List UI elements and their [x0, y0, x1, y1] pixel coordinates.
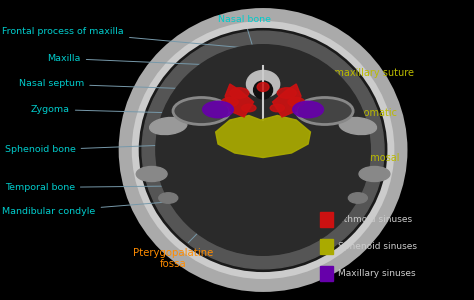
Ellipse shape [348, 193, 367, 203]
Ellipse shape [142, 31, 384, 269]
Ellipse shape [277, 88, 296, 98]
Ellipse shape [254, 81, 273, 99]
Ellipse shape [296, 98, 353, 124]
Ellipse shape [257, 82, 269, 91]
Text: Frontal process of maxilla: Frontal process of maxilla [2, 27, 244, 48]
Ellipse shape [242, 104, 256, 112]
Ellipse shape [270, 104, 284, 112]
Ellipse shape [339, 117, 376, 135]
Text: Nasal septum: Nasal septum [19, 80, 222, 90]
Ellipse shape [173, 98, 230, 124]
Text: Nasomaxillary suture: Nasomaxillary suture [275, 68, 414, 91]
Text: Mandibular condyle: Mandibular condyle [2, 201, 177, 216]
Bar [320, 239, 333, 254]
Ellipse shape [359, 167, 390, 182]
Text: Pterygopalatine
fossa: Pterygopalatine fossa [133, 193, 237, 269]
Ellipse shape [137, 167, 167, 182]
Text: Sphenosquamosal
suture: Sphenosquamosal suture [287, 153, 400, 174]
Ellipse shape [159, 193, 178, 203]
Ellipse shape [156, 45, 370, 255]
Bar [320, 212, 333, 226]
Text: Nasal bone: Nasal bone [218, 15, 271, 47]
Ellipse shape [222, 98, 238, 106]
Bar [320, 266, 333, 281]
Text: Temporal bone: Temporal bone [5, 183, 173, 192]
Ellipse shape [230, 88, 249, 98]
Text: Sphenoid bone: Sphenoid bone [5, 144, 191, 154]
Polygon shape [273, 84, 301, 117]
Ellipse shape [288, 98, 304, 106]
Text: Zygoma: Zygoma [31, 105, 213, 114]
Polygon shape [225, 84, 254, 117]
Ellipse shape [126, 15, 401, 285]
Polygon shape [216, 116, 310, 158]
Ellipse shape [150, 117, 187, 135]
Text: Sphenoid sinuses: Sphenoid sinuses [338, 242, 417, 251]
Ellipse shape [293, 101, 323, 118]
Text: Sphenozygomatic
suture: Sphenozygomatic suture [287, 108, 398, 129]
Ellipse shape [246, 70, 280, 98]
Ellipse shape [203, 101, 234, 118]
Text: Maxilla: Maxilla [47, 54, 234, 66]
Text: Maxillary sinuses: Maxillary sinuses [338, 269, 416, 278]
Text: Ethmoid sinuses: Ethmoid sinuses [338, 215, 412, 224]
